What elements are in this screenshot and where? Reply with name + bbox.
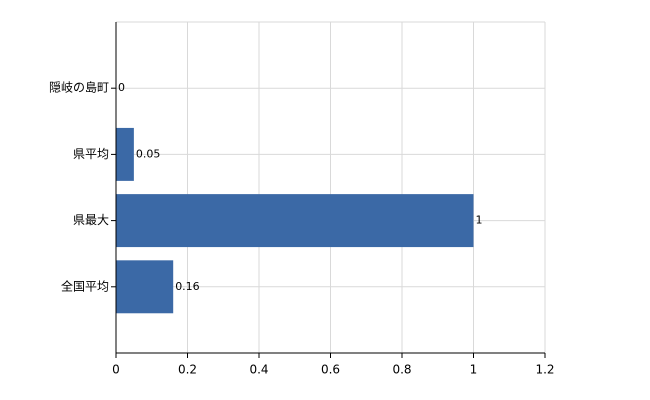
value-label: 0 [118, 81, 125, 94]
value-label: 1 [476, 214, 483, 227]
value-label: 0.05 [136, 147, 161, 160]
x-tick-label: 0 [112, 363, 120, 377]
y-tick-label: 全国平均 [61, 278, 109, 293]
bar [116, 127, 134, 181]
x-tick-label: 0.6 [321, 363, 340, 377]
x-tick-label: 1 [470, 363, 478, 377]
x-tick-label: 0.4 [249, 363, 268, 377]
value-label: 0.16 [175, 280, 200, 293]
y-tick-label: 県平均 [73, 147, 109, 161]
x-tick-label: 1.2 [535, 363, 554, 377]
y-tick-label: 隠岐の島町 [49, 80, 109, 95]
y-tick-label: 県最大 [73, 213, 109, 227]
x-tick-label: 0.2 [178, 363, 197, 377]
bar [116, 260, 174, 314]
bar [116, 194, 474, 248]
x-tick-label: 0.8 [392, 363, 411, 377]
